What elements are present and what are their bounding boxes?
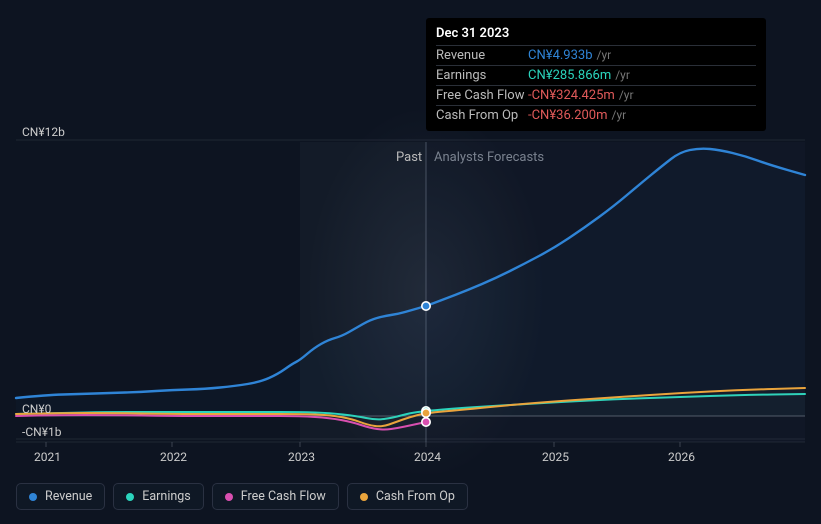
tooltip-row-label: Cash From Op xyxy=(436,108,528,123)
x-tick-label: 2024 xyxy=(414,450,441,464)
past-label: Past xyxy=(396,150,422,165)
tooltip-row-label: Free Cash Flow xyxy=(436,88,528,103)
tooltip-row: Free Cash Flow -CN¥324.425m /yr xyxy=(436,85,756,105)
legend-label: Free Cash Flow xyxy=(241,489,326,504)
tooltip-row-value: -CN¥36.200m xyxy=(528,108,608,123)
tooltip-row: Revenue CN¥4.933b /yr xyxy=(436,45,756,65)
legend-label: Cash From Op xyxy=(376,489,455,504)
y-tick-label: CN¥12b xyxy=(22,125,65,139)
tooltip-row-label: Revenue xyxy=(436,48,528,63)
legend-label: Earnings xyxy=(142,489,190,504)
legend-dot xyxy=(29,493,37,501)
forecast-label: Analysts Forecasts xyxy=(434,150,544,165)
tooltip-row-unit: /yr xyxy=(619,88,634,102)
y-tick-label: -CN¥1b xyxy=(22,425,61,439)
legend-dot xyxy=(360,493,368,501)
tooltip-row: Cash From Op -CN¥36.200m /yr xyxy=(436,105,756,125)
y-tick-label: CN¥0 xyxy=(22,402,51,416)
legend-dot xyxy=(126,493,134,501)
tooltip-row-value: CN¥4.933b xyxy=(528,48,593,63)
x-tick-label: 2021 xyxy=(34,450,61,464)
x-tick-label: 2023 xyxy=(288,450,315,464)
legend-item-revenue[interactable]: Revenue xyxy=(16,483,105,510)
legend-item-earnings[interactable]: Earnings xyxy=(113,483,203,510)
tooltip-row-unit: /yr xyxy=(612,108,627,122)
x-tick-label: 2026 xyxy=(668,450,695,464)
tooltip-row-value: -CN¥324.425m xyxy=(528,88,615,103)
tooltip-date: Dec 31 2023 xyxy=(436,26,756,45)
tooltip-row-unit: /yr xyxy=(597,48,612,62)
tooltip-row-value: CN¥285.866m xyxy=(528,68,611,83)
legend-item-cfo[interactable]: Cash From Op xyxy=(347,483,468,510)
tooltip-row-label: Earnings xyxy=(436,68,528,83)
x-tick-label: 2025 xyxy=(542,450,569,464)
x-tick-label: 2022 xyxy=(160,450,187,464)
legend-label: Revenue xyxy=(45,489,92,504)
legend: Revenue Earnings Free Cash Flow Cash Fro… xyxy=(16,483,468,510)
chart-tooltip: Dec 31 2023 Revenue CN¥4.933b /yr Earnin… xyxy=(426,18,766,131)
legend-item-fcf[interactable]: Free Cash Flow xyxy=(212,483,339,510)
legend-dot xyxy=(225,493,233,501)
tooltip-row-unit: /yr xyxy=(615,68,630,82)
tooltip-row: Earnings CN¥285.866m /yr xyxy=(436,65,756,85)
